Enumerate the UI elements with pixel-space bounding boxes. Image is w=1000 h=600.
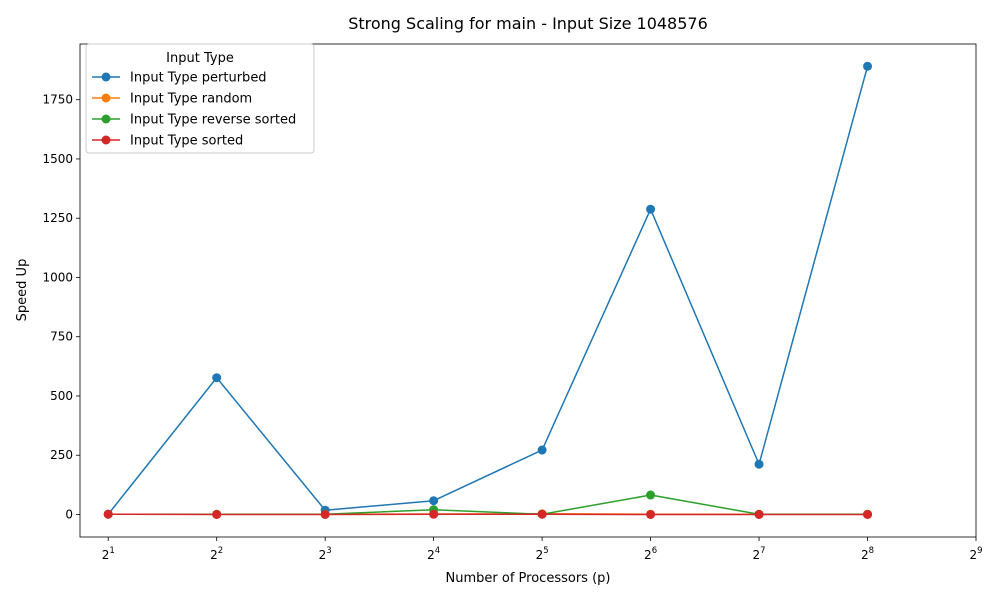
x-tick-label: 27 (753, 546, 766, 562)
x-axis-label: Number of Processors (p) (446, 571, 611, 586)
y-tick-label: 1750 (42, 93, 73, 107)
data-point (429, 509, 439, 519)
y-tick-label: 250 (50, 448, 73, 462)
data-point (863, 61, 873, 71)
legend-swatch-marker (101, 72, 111, 82)
legend-swatch-marker (101, 93, 111, 103)
x-tick-label: 26 (644, 546, 657, 562)
legend-entry-label: Input Type perturbed (130, 71, 267, 86)
series-3 (103, 509, 873, 519)
y-tick-label: 1000 (42, 270, 73, 284)
legend-box (85, 43, 315, 154)
y-tick-label: 750 (50, 330, 73, 344)
y-tick-label: 1500 (42, 152, 73, 166)
data-point (537, 445, 547, 455)
data-point (863, 509, 873, 519)
legend-swatch-marker (101, 135, 111, 145)
data-point (754, 509, 764, 519)
data-point (754, 459, 764, 469)
x-tick-label: 24 (427, 546, 440, 562)
y-tick-label: 1250 (42, 211, 73, 225)
legend: Input Type Input Type perturbed Input Type… (85, 43, 315, 154)
data-point (320, 509, 330, 519)
legend-swatch-marker (101, 114, 111, 124)
x-tick-label: 25 (536, 546, 549, 562)
x-tick-label: 21 (102, 546, 115, 562)
x-tick-label: 22 (210, 546, 223, 562)
data-point (429, 496, 439, 506)
legend-title: Input Type (166, 51, 234, 66)
y-axis-label: Speed Up (15, 259, 30, 322)
data-point (646, 204, 656, 214)
axes-frame (79, 43, 977, 538)
data-point (646, 509, 656, 519)
plot-area: 21 22 23 24 25 26 27 28 29 0 250 500 750 1000 1250 1500… (42, 43, 983, 562)
data-point (103, 509, 113, 519)
data-point (646, 490, 656, 500)
series-line (107, 66, 869, 515)
legend-entry-label: Input Type sorted (130, 134, 243, 149)
data-point (537, 509, 547, 519)
legend-entry-label: Input Type reverse sorted (130, 113, 296, 128)
data-point (212, 373, 222, 383)
data-point (212, 509, 222, 519)
y-tick-label: 0 (65, 507, 73, 521)
chart-title: Strong Scaling for main - Input Size 104… (348, 14, 708, 33)
x-tick-label: 28 (861, 546, 874, 562)
x-tick-label: 29 (969, 546, 982, 562)
y-tick-label: 500 (50, 389, 73, 403)
legend-entry-label: Input Type random (130, 92, 252, 107)
x-tick-label: 23 (319, 546, 332, 562)
